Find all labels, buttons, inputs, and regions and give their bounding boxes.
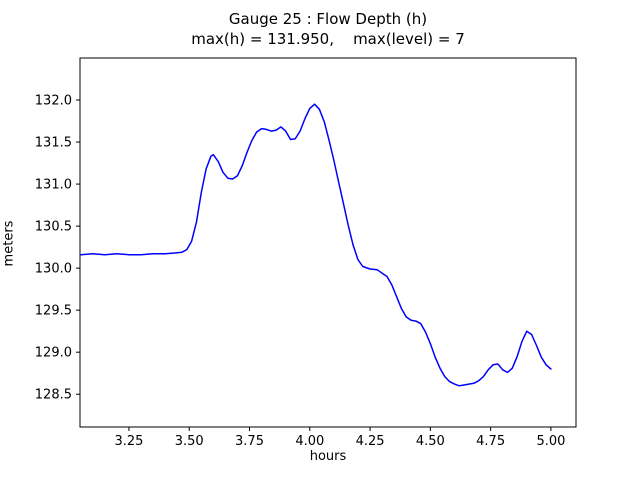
x-tick-label: 5.00 (536, 434, 565, 449)
x-tick-label: 4.50 (416, 434, 445, 449)
x-tick-label: 3.50 (175, 434, 204, 449)
x-tick-label: 4.00 (295, 434, 324, 449)
y-tick-label: 131.5 (35, 136, 72, 151)
x-tick-label: 3.75 (235, 434, 264, 449)
x-tick-label: 4.75 (476, 434, 505, 449)
y-tick-label: 131.0 (35, 178, 72, 193)
y-tick-label: 128.5 (35, 388, 72, 403)
flow-depth-line (79, 103, 552, 387)
y-tick-label: 129.5 (35, 304, 72, 319)
y-tick-label: 130.5 (35, 220, 72, 235)
chart-subtitle: max(h) = 131.950, max(level) = 7 (191, 30, 465, 48)
x-axis-label: hours (309, 449, 347, 464)
chart-title: Gauge 25 : Flow Depth (h) (228, 10, 428, 28)
axes-frame (79, 57, 577, 428)
y-tick-label: 129.0 (35, 346, 72, 361)
y-tick-label: 132.0 (35, 94, 72, 109)
x-tick-label: 3.25 (114, 434, 143, 449)
y-tick-label: 130.0 (35, 262, 72, 277)
x-tick-label: 4.25 (356, 434, 385, 449)
